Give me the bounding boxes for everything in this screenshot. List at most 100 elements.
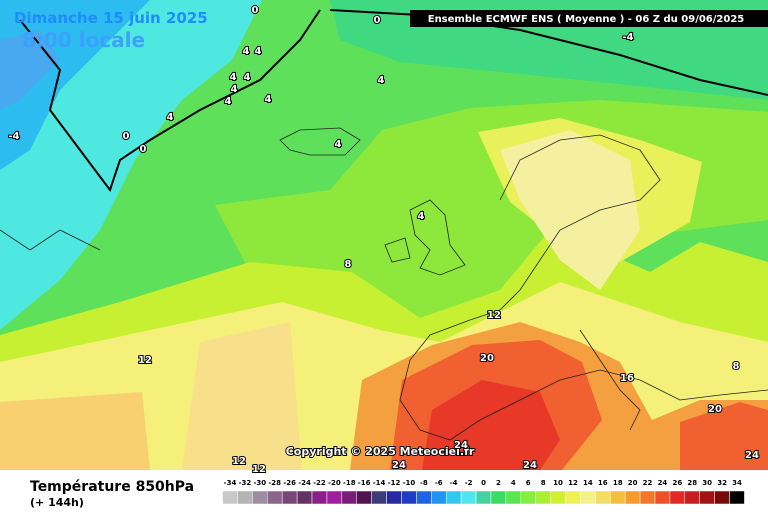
legend-swatch	[222, 490, 238, 505]
model: Ensemble ECMWF ENS ( Moyenne ) - 06 Z du…	[428, 14, 745, 25]
contour-label: 8	[345, 259, 352, 270]
contour-label: 4	[335, 139, 342, 150]
legend-swatch	[684, 490, 700, 505]
legend-tick-label: -18	[343, 479, 356, 487]
legend-swatch	[520, 490, 536, 505]
contour-label: -4	[8, 131, 19, 142]
legend-swatch	[386, 490, 402, 505]
legend-tick-label: -20	[328, 479, 341, 487]
contour-label: 4	[167, 112, 174, 123]
contour-label: 0	[123, 131, 130, 142]
legend-swatch	[565, 490, 581, 505]
legend-tick-label: 4	[511, 479, 516, 487]
legend-tick-label: -32	[239, 479, 252, 487]
legend-tick-label: 10	[553, 479, 563, 487]
contour-label: 12	[138, 355, 152, 366]
legend-swatch	[580, 490, 596, 505]
copyright: Copyright © 2025 Meteociel.fr	[286, 445, 475, 458]
legend-swatch	[624, 490, 641, 505]
contour-label: 4	[230, 72, 237, 83]
contour-label: 24	[392, 460, 406, 471]
contour-label: 8	[733, 361, 740, 372]
legend-swatch	[639, 490, 656, 505]
legend-tick-label: -2	[465, 479, 473, 487]
contour-label: 4	[243, 46, 250, 57]
time: 8:00 locale	[22, 28, 145, 52]
legend-tick-label: -8	[420, 479, 428, 487]
legend-swatch	[281, 490, 298, 505]
legend-subtitle: (+ 144h)	[30, 496, 84, 509]
legend-tick-label: 14	[583, 479, 593, 487]
contour-label: 24	[523, 460, 537, 471]
legend-swatch	[490, 490, 507, 505]
legend-swatch	[356, 490, 372, 505]
legend-tick-label: 12	[568, 479, 578, 487]
legend-swatch	[460, 490, 477, 505]
contour-label: -4	[622, 32, 633, 43]
legend-tick-label: 0	[481, 479, 486, 487]
contour-label: 0	[374, 15, 381, 26]
legend-swatch	[252, 490, 268, 505]
legend-swatch	[416, 490, 432, 505]
legend-swatch	[654, 490, 671, 505]
legend-tick-label: -24	[298, 479, 311, 487]
contour-label: 24	[745, 450, 759, 461]
legend-title: Température 850hPa	[30, 479, 194, 495]
legend-tick-label: 28	[687, 479, 697, 487]
legend-tick-label: -26	[283, 479, 296, 487]
contour-label: 12	[252, 464, 266, 475]
contour-label: 20	[708, 404, 722, 415]
legend-tick-label: -12	[388, 479, 401, 487]
legend-tick-label: -22	[313, 479, 326, 487]
legend-swatch	[610, 490, 626, 505]
legend-tick-label: -10	[403, 479, 416, 487]
legend-tick-label: -4	[450, 479, 458, 487]
legend-swatch	[669, 490, 686, 505]
legend-tick-label: 22	[643, 479, 653, 487]
legend-tick-label: -34	[224, 479, 237, 487]
legend-swatch	[237, 490, 253, 505]
legend-tick-label: -16	[358, 479, 371, 487]
legend-swatch	[341, 490, 357, 505]
legend-tick-label: 6	[526, 479, 531, 487]
legend-swatch	[371, 490, 387, 505]
legend-tick-label: 8	[541, 479, 546, 487]
model-banner	[410, 10, 768, 27]
contour-label: 4	[231, 84, 238, 95]
legend-tick-label: 24	[658, 479, 668, 487]
legend-swatch	[445, 490, 462, 505]
legend-swatch	[311, 490, 328, 505]
legend-tick-label: 2	[496, 479, 501, 487]
legend-swatch	[326, 490, 343, 505]
legend-tick-label: -6	[435, 479, 443, 487]
date: Dimanche 15 juin 2025	[14, 9, 208, 27]
legend-swatch	[431, 490, 447, 505]
legend-swatch	[595, 490, 611, 505]
legend-tick-label: -28	[268, 479, 281, 487]
legend-swatch	[699, 490, 715, 505]
legend-swatch	[729, 490, 745, 505]
legend-tick-label: 16	[598, 479, 608, 487]
legend-tick-label: -14	[373, 479, 386, 487]
contour-label: 12	[487, 310, 501, 321]
contour-label: 0	[252, 5, 259, 16]
contour-label: 12	[232, 456, 246, 467]
contour-label: 16	[620, 373, 634, 384]
contour-label: 4	[378, 75, 385, 86]
contour-label: 20	[480, 353, 494, 364]
legend-swatch	[535, 490, 551, 505]
legend-tick-label: -30	[253, 479, 266, 487]
legend-swatch	[505, 490, 522, 505]
contour-label: 4	[225, 96, 232, 107]
legend-swatch	[475, 490, 492, 505]
legend-tick-label: 30	[702, 479, 712, 487]
contour-label: 4	[418, 211, 425, 222]
legend-tick-label: 34	[732, 479, 742, 487]
header: Dimanche 15 juin 2025 8:00 locale Ensemb…	[14, 9, 768, 459]
contour-label: 4	[244, 72, 251, 83]
contour-label: 24	[454, 440, 468, 451]
legend-swatch	[401, 490, 417, 505]
map	[0, 0, 768, 470]
legend-tick-label: 20	[628, 479, 638, 487]
